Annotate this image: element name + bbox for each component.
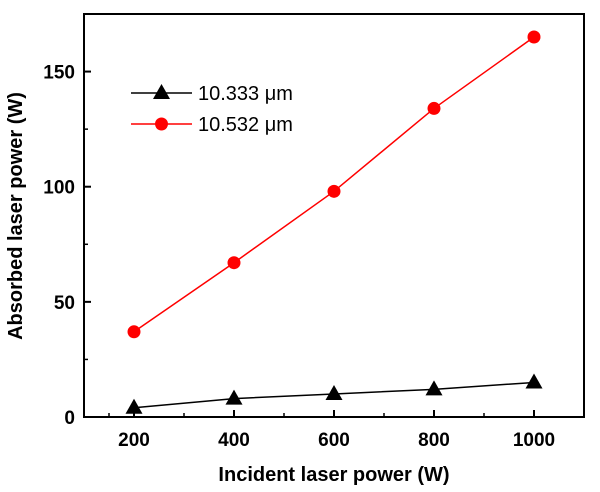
x-axis-title: Incident laser power (W)	[218, 464, 449, 486]
series-0-point-800	[425, 380, 443, 396]
series-1-point-600	[327, 184, 341, 198]
series-1-point-400	[227, 256, 241, 270]
series-0-point-1000	[525, 373, 543, 389]
y-tick-label-50: 50	[54, 293, 75, 314]
series-1-point-1000	[527, 30, 541, 44]
x-tick-label-400: 400	[218, 430, 250, 451]
legend-label-0: 10.333 μm	[198, 83, 293, 105]
y-axis-title: Absorbed laser power (W)	[5, 92, 27, 340]
legend-triangle-marker	[153, 84, 170, 99]
legend-circle-marker	[155, 117, 168, 131]
series-1-point-200	[127, 325, 141, 339]
y-tick-label-100: 100	[43, 178, 75, 199]
legend: 10.333 μm 10.532 μm	[131, 83, 293, 136]
plot-frame	[83, 13, 585, 418]
x-tick-label-1000: 1000	[513, 430, 555, 451]
y-tick-label-0: 0	[64, 408, 75, 429]
legend-label-1: 10.532 μm	[198, 114, 293, 136]
series-line-1	[133, 36, 535, 333]
y-axis-ticks: 0 50 100 150	[43, 63, 91, 429]
x-tick-label-200: 200	[118, 430, 150, 451]
x-axis-ticks: 200 400 600 800 1000	[108, 410, 555, 451]
x-tick-label-600: 600	[318, 430, 350, 451]
y-tick-label-150: 150	[43, 63, 75, 84]
series-0-point-200	[125, 398, 143, 414]
series-1-point-800	[427, 101, 441, 115]
x-tick-label-800: 800	[418, 430, 450, 451]
series-0-point-600	[325, 384, 343, 400]
series-layer	[125, 30, 543, 414]
series-0-point-400	[225, 389, 243, 405]
